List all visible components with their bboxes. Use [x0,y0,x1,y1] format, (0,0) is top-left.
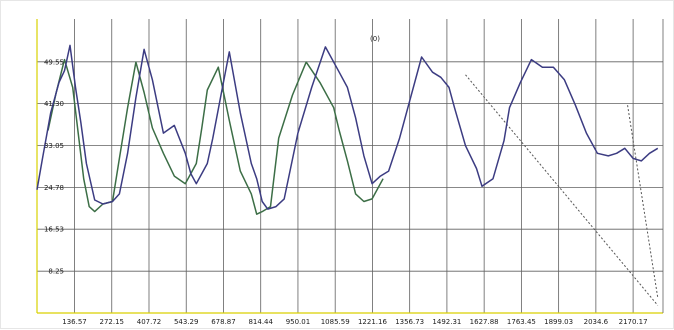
series-line-b [47,58,384,215]
x-tick-label: 2034.6 [584,318,609,326]
x-tick-label: 678.87 [211,318,236,326]
series-layer [36,44,659,306]
x-tick-label: 407.72 [137,318,162,326]
x-tick-label: 1221.16 [358,318,387,326]
x-tick-label: 2170.17 [619,318,648,326]
x-tick-label: 1356.73 [395,318,424,326]
y-tick-label: 33.05 [44,142,64,150]
x-tick-label: 136.57 [62,318,87,326]
x-tick-label: 814.44 [248,318,273,326]
x-tick-label: 1899.03 [544,318,573,326]
label-layer: (0) 136.57 272.15 407.72 543.29 678.87 814.44… [44,35,648,326]
series-line-a [36,44,659,210]
y-tick-label: 8.25 [48,268,64,276]
x-tick-label: 1627.88 [470,318,499,326]
chart-title: (0) [370,35,380,43]
y-tick-label: 16.53 [44,226,64,234]
x-tick-label: 950.01 [286,318,311,326]
y-tick-label: 41.30 [44,100,64,108]
x-tick-label: 1492.31 [432,318,461,326]
x-tick-label: 1763.45 [507,318,536,326]
overlay-dashed-line [627,105,659,298]
x-tick-label: 1085.59 [321,318,350,326]
x-tick-label: 272.15 [100,318,125,326]
x-tick-label: 543.29 [174,318,199,326]
y-tick-label: 49.55 [44,58,64,66]
axis-layer [36,19,664,314]
grid-layer [37,19,663,313]
y-tick-label: 24.78 [44,184,64,192]
